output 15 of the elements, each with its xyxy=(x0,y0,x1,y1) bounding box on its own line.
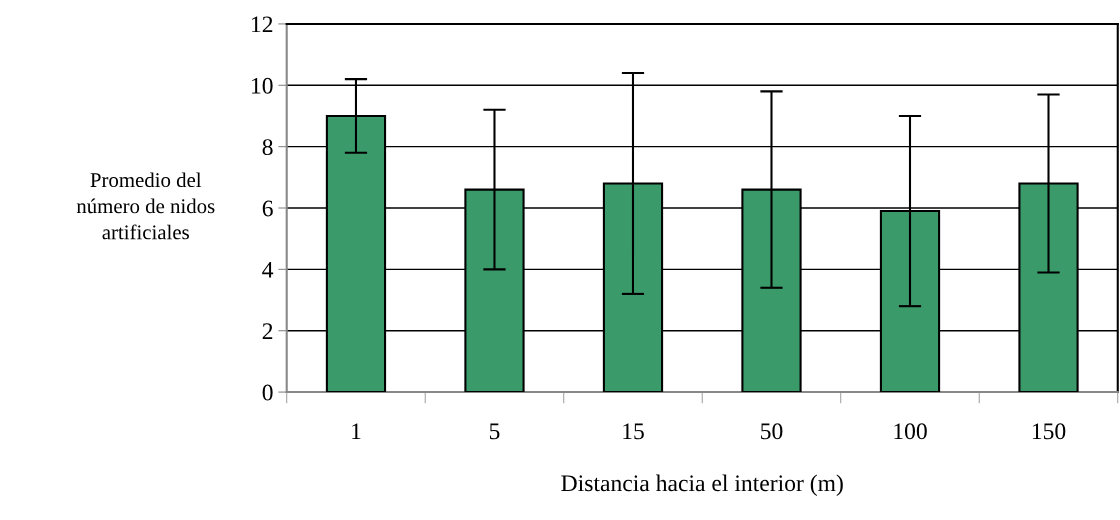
y-tick-label: 10 xyxy=(251,77,273,94)
x-tick-label: 100 xyxy=(894,423,927,440)
x-tick-label: 15 xyxy=(623,423,644,440)
x-tick-label: 50 xyxy=(761,423,783,440)
y-tick-label: 8 xyxy=(262,139,273,156)
y-axis-title: Promedio del número de nidos artificiales xyxy=(76,172,215,240)
x-tick-label: 5 xyxy=(489,423,500,440)
y-tick-label: 4 xyxy=(262,262,274,278)
y-tick-label: 2 xyxy=(262,323,273,339)
y-tick-label: 0 xyxy=(262,384,273,401)
y-tick-label: 6 xyxy=(262,200,273,217)
x-tick-label: 150 xyxy=(1032,423,1066,440)
x-tick-label: 1 xyxy=(352,423,361,440)
x-axis-title: Distancia hacia el interior (m) xyxy=(561,474,843,497)
y-tick-label: 12 xyxy=(251,16,273,33)
